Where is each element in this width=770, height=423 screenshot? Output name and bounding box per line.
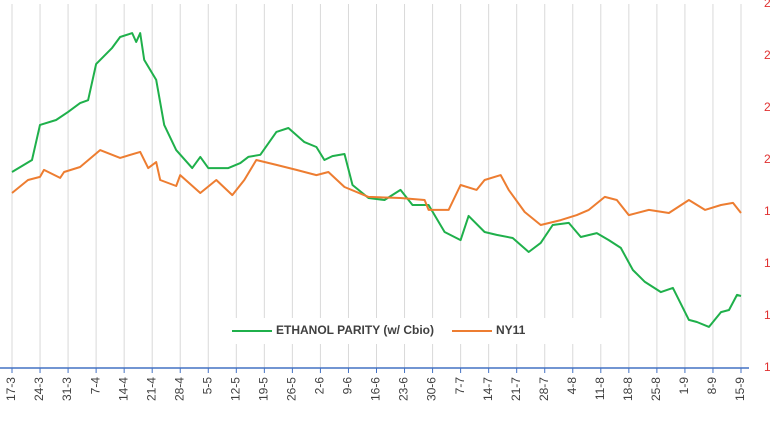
x-tick-label: 14-7 — [481, 377, 495, 401]
x-tick-label: 7-4 — [88, 377, 102, 395]
legend-label: ETHANOL PARITY (w/ Cbio) — [276, 323, 434, 337]
x-tick-label: 18-8 — [621, 377, 635, 401]
x-tick-label: 26-5 — [285, 377, 299, 401]
x-tick-label: 7-7 — [453, 377, 467, 395]
x-tick-label: 16-6 — [369, 377, 383, 401]
x-tick-label: 21-4 — [144, 377, 158, 401]
x-tick-label: 31-3 — [60, 377, 74, 401]
x-tick-label: 14-4 — [116, 377, 130, 401]
x-tick-label: 4-8 — [565, 377, 579, 395]
x-tick-label: 1-9 — [677, 377, 691, 395]
y-tick-label: 2 — [764, 0, 770, 10]
x-tick-label: 5-5 — [200, 377, 214, 395]
x-tick-label: 19-5 — [257, 377, 271, 401]
x-tick-label: 23-6 — [397, 377, 411, 401]
x-tick-label: 21-7 — [509, 377, 523, 401]
y-tick-label: 2 — [764, 100, 770, 114]
x-tick-label: 17-3 — [4, 377, 18, 401]
line-series — [11, 32, 742, 328]
x-tick-label: 30-6 — [425, 377, 439, 401]
x-tick-label: 2-6 — [313, 377, 327, 395]
legend-box — [222, 318, 614, 344]
x-tick-label: 28-4 — [172, 377, 186, 401]
x-tick-label: 12-5 — [228, 377, 242, 401]
x-tick-label: 8-9 — [705, 377, 719, 395]
legend-label: NY11 — [496, 323, 526, 337]
x-tick-label: 9-6 — [341, 377, 355, 395]
x-tick-label: 11-8 — [593, 377, 607, 400]
y-tick-label: 1 — [764, 256, 770, 270]
x-tick-label: 15-9 — [733, 377, 747, 401]
y-tick-label: 2 — [764, 152, 770, 166]
x-tick-label: 25-8 — [649, 377, 663, 401]
legend: ETHANOL PARITY (w/ Cbio) NY11 — [222, 318, 614, 344]
y-tick-label: 1 — [764, 204, 770, 218]
y-tick-label: 2 — [764, 48, 770, 62]
line-series — [11, 149, 742, 226]
y-tick-label: 1 — [764, 308, 770, 322]
x-tick-label: 28-7 — [537, 377, 551, 401]
x-tick-label: 24-3 — [32, 377, 46, 401]
y-tick-label: 1 — [764, 360, 770, 374]
